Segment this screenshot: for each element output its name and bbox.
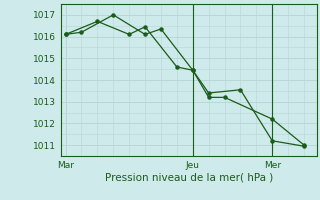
X-axis label: Pression niveau de la mer( hPa ): Pression niveau de la mer( hPa )	[105, 173, 273, 183]
